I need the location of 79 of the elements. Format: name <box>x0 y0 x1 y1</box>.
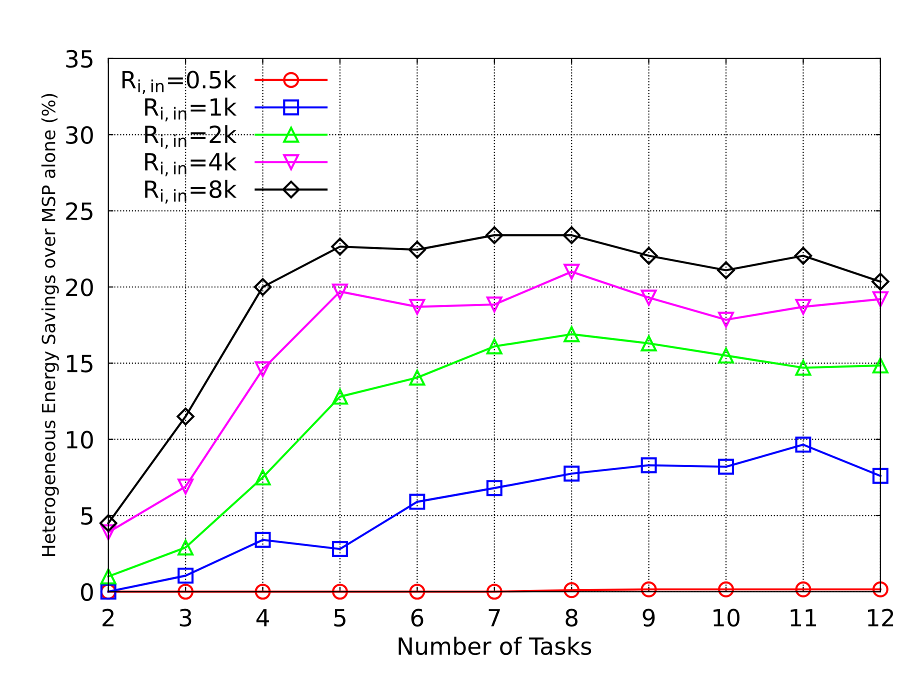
point <box>332 541 348 558</box>
y-tick-label: 10 <box>67 430 93 449</box>
point <box>332 388 348 405</box>
point <box>795 360 812 376</box>
x-tick-label: 7 <box>488 609 500 626</box>
point <box>717 261 735 280</box>
y-tick-label: 0 <box>81 583 93 601</box>
point <box>640 581 657 598</box>
point <box>178 584 194 600</box>
point <box>254 469 271 486</box>
point <box>100 524 116 540</box>
x-tick-label: 12 <box>868 608 894 626</box>
y-tick-label: 20 <box>66 278 93 296</box>
y-tick-label: 35 <box>66 50 92 68</box>
point <box>795 581 812 598</box>
point <box>795 436 812 453</box>
point <box>564 582 580 598</box>
x-tick-label: 4 <box>256 609 269 626</box>
point <box>254 361 271 378</box>
point <box>564 326 580 342</box>
legend-label: R$_{i,in}$=1k <box>145 98 237 122</box>
x-tick-label: 8 <box>566 608 578 627</box>
point <box>176 408 194 426</box>
x-tick-label: 11 <box>790 609 816 626</box>
x-tick-label: 2 <box>102 608 114 626</box>
point <box>486 584 502 600</box>
point <box>100 568 116 584</box>
y-axis-title: Heterogeneous Energy Savings over MSP alone (%) <box>41 94 59 556</box>
point <box>254 584 271 600</box>
point <box>486 338 502 354</box>
point <box>872 291 888 308</box>
point <box>254 532 271 548</box>
y-tick-label: 25 <box>66 202 92 220</box>
x-tick-label: 3 <box>180 608 192 627</box>
x-tick-label: 6 <box>411 608 424 627</box>
point <box>178 478 194 495</box>
y-tick-label: 15 <box>67 354 92 372</box>
legend-label: R$_{i,in}$=2k <box>145 125 237 149</box>
point <box>486 296 502 313</box>
y-tick-label: 5 <box>81 507 92 525</box>
point <box>872 357 888 374</box>
point <box>562 226 580 244</box>
point <box>794 246 812 265</box>
point <box>254 278 272 296</box>
point <box>718 348 734 364</box>
point <box>640 335 657 352</box>
point <box>485 226 504 244</box>
point <box>718 458 734 475</box>
point <box>795 298 812 315</box>
point <box>409 494 426 510</box>
point <box>332 584 348 600</box>
point <box>408 240 426 259</box>
point <box>872 468 888 484</box>
point <box>640 457 657 474</box>
point <box>872 581 888 598</box>
point <box>409 298 426 315</box>
point <box>564 264 580 280</box>
point <box>640 290 657 306</box>
point <box>718 312 734 328</box>
point <box>332 284 348 300</box>
point <box>331 238 349 256</box>
point <box>640 246 658 265</box>
point <box>178 568 194 584</box>
point <box>178 540 194 556</box>
point <box>872 272 890 291</box>
x-axis-title: Number of Tasks <box>398 636 592 656</box>
x-tick-label: 5 <box>334 609 346 627</box>
point <box>99 514 118 532</box>
point <box>486 480 502 496</box>
legend-label: R$_{i,in}$=0.5k <box>122 70 237 94</box>
point <box>409 584 426 600</box>
point <box>718 581 734 598</box>
point <box>409 370 426 386</box>
legend-label: R$_{i,in}$=4k <box>145 152 237 176</box>
x-tick-label: 9 <box>642 608 655 627</box>
point <box>564 466 580 482</box>
x-tick-label: 10 <box>714 608 740 627</box>
legend-label: R$_{i,in}$=8k <box>145 180 237 204</box>
y-tick-label: 30 <box>66 126 93 144</box>
